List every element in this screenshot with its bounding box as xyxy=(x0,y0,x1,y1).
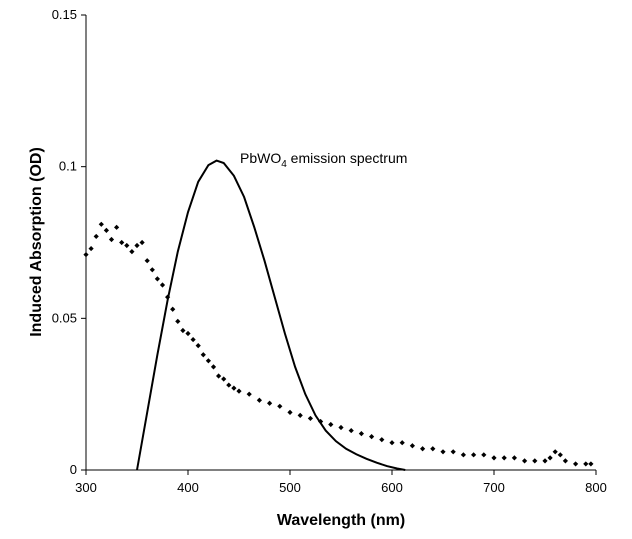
absorption-data-point xyxy=(420,446,426,452)
absorption-data-point xyxy=(98,221,104,227)
absorption-data-point xyxy=(144,258,150,264)
absorption-data-point xyxy=(522,458,528,464)
absorption-data-point xyxy=(231,385,237,391)
x-tick-label: 600 xyxy=(381,480,403,495)
absorption-data-point xyxy=(246,391,252,397)
y-tick-label: 0.05 xyxy=(52,310,77,325)
absorption-data-point xyxy=(583,461,589,467)
absorption-data-point xyxy=(358,431,364,437)
absorption-data-point xyxy=(129,249,135,255)
absorption-data-point xyxy=(573,461,579,467)
absorption-data-point xyxy=(236,388,242,394)
x-tick-label: 500 xyxy=(279,480,301,495)
absorption-data-point xyxy=(307,415,313,422)
absorption-data-point xyxy=(124,242,130,249)
absorption-data-point xyxy=(175,318,181,324)
x-tick-label: 400 xyxy=(177,480,199,495)
absorption-data-point xyxy=(119,239,125,246)
x-tick-label: 700 xyxy=(483,480,505,495)
absorption-data-point xyxy=(379,437,385,443)
x-tick-label: 800 xyxy=(585,480,607,495)
annotation-main: PbWO xyxy=(240,150,281,166)
absorption-data-point xyxy=(93,233,99,240)
absorption-data-point xyxy=(277,403,283,409)
absorption-data-point xyxy=(103,227,109,233)
annotation-subscript: 4 xyxy=(281,159,287,170)
absorption-data-point xyxy=(108,236,115,243)
absorption-data-point xyxy=(185,330,191,337)
absorption-data-point xyxy=(369,434,375,440)
absorption-data-point xyxy=(226,382,232,388)
y-axis-title: Induced Absorption (OD) xyxy=(28,147,45,337)
absorption-data-point xyxy=(216,373,222,379)
absorption-data-point xyxy=(338,424,344,431)
absorption-data-point xyxy=(83,252,89,258)
absorption-data-point xyxy=(450,449,456,455)
absorption-data-point xyxy=(511,455,517,461)
absorption-data-point xyxy=(221,376,227,382)
absorption-data-point xyxy=(588,461,594,467)
absorption-data-point xyxy=(134,242,140,249)
absorption-data-point xyxy=(149,267,155,273)
absorption-data-point xyxy=(154,276,160,282)
absorption-data-point xyxy=(460,452,466,458)
absorption-data-point xyxy=(389,440,395,446)
absorption-data-point xyxy=(409,443,415,449)
series-layer xyxy=(83,159,594,471)
absorption-data-point xyxy=(552,449,558,455)
x-axis-title: Wavelength (nm) xyxy=(277,512,405,529)
absorption-data-point xyxy=(399,440,405,446)
annotation-rest: emission spectrum xyxy=(287,150,408,166)
absorption-data-point xyxy=(256,397,262,403)
y-tick-label: 0.15 xyxy=(52,7,77,22)
absorption-data-point xyxy=(200,352,206,358)
absorption-data-point xyxy=(159,282,166,288)
y-tick-label: 0.1 xyxy=(59,159,77,174)
absorption-data-point xyxy=(190,336,196,343)
absorption-data-point xyxy=(210,364,217,370)
y-tick-label: 0 xyxy=(70,462,77,477)
absorption-data-point xyxy=(267,400,273,406)
absorption-data-point xyxy=(114,224,120,230)
x-tick-labels: 300 400 500 600 700 800 xyxy=(75,480,607,495)
absorption-data-point xyxy=(88,245,94,252)
absorption-data-point xyxy=(557,452,563,458)
emission-annotation: PbWO4 emission spectrum xyxy=(240,150,407,170)
y-tick-labels: 0 0.05 0.1 0.15 xyxy=(52,7,77,477)
absorption-data-point xyxy=(430,446,436,452)
emission-spectrum-line xyxy=(136,159,406,471)
absorption-data-point xyxy=(547,455,553,461)
absorption-data-point xyxy=(562,458,568,464)
absorption-data-point xyxy=(180,327,186,334)
absorption-data-point xyxy=(297,412,303,418)
absorption-data-point xyxy=(501,455,507,461)
absorption-data-point xyxy=(205,358,211,364)
absorption-data-point xyxy=(481,452,487,458)
absorption-data-point xyxy=(328,421,334,428)
absorption-data-point xyxy=(348,427,354,434)
absorption-data-point xyxy=(542,458,548,464)
absorption-data-point xyxy=(287,409,293,415)
x-tick-label: 300 xyxy=(75,480,97,495)
absorption-data-point xyxy=(471,452,477,458)
absorption-data-point xyxy=(532,458,538,464)
axis-ticks xyxy=(81,14,597,475)
absorption-data-point xyxy=(491,455,497,461)
absorption-data-point xyxy=(139,239,145,246)
absorption-data-point xyxy=(170,306,176,312)
absorption-data-point xyxy=(195,343,201,349)
absorption-data-point xyxy=(440,449,446,455)
